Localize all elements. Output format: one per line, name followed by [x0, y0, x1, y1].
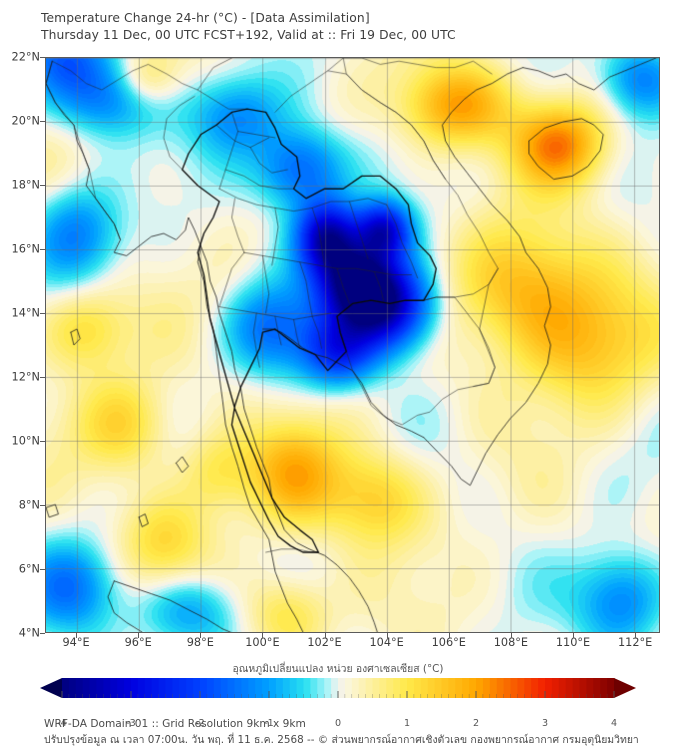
- colorbar-tick--3: -3: [126, 718, 136, 729]
- colorbar-tick-0: 0: [334, 718, 342, 729]
- y-axis-tick-6: 6°N: [18, 562, 40, 576]
- x-tick-mark: [573, 633, 575, 638]
- y-tick-mark: [40, 185, 45, 186]
- x-axis-tick-110: 110°E: [555, 636, 591, 649]
- x-tick-mark: [448, 633, 450, 638]
- colorbar-label: อุณหภูมิเปลี่ยนแปลง หน่วย องศาเซลเซียส (…: [232, 663, 444, 675]
- footer-domain-info: WRF-DA Domain 01 :: Grid Resolution 9km …: [44, 718, 306, 730]
- y-axis-tick-12: 12°N: [11, 370, 40, 384]
- colorbar-tick-1: 1: [403, 718, 411, 729]
- colorbar-gradient: -4 -3 -2 -1 0 1 2 3 4: [40, 678, 636, 729]
- y-axis-tick-4: 4°N: [18, 626, 40, 640]
- x-tick-mark: [510, 633, 512, 638]
- y-tick-mark: [40, 249, 45, 250]
- colorbar-svg: [40, 678, 636, 698]
- x-tick-mark: [138, 633, 140, 638]
- temperature-anomaly-field: [46, 58, 659, 632]
- y-tick-mark: [40, 633, 45, 634]
- y-tick-mark: [40, 569, 45, 570]
- chart-title-line-1: Temperature Change 24-hr (°C) - [Data As…: [41, 11, 370, 25]
- x-tick-mark: [200, 633, 202, 638]
- y-tick-mark: [40, 505, 45, 506]
- x-axis-tick-100: 100°E: [245, 636, 280, 649]
- y-tick-mark: [40, 57, 45, 58]
- colorbar-tick-2: 2: [472, 718, 480, 729]
- colorbar-tick-4: 4: [610, 718, 618, 729]
- x-axis-tick-108: 108°E: [493, 636, 529, 649]
- x-tick-mark: [635, 633, 637, 638]
- colorbar: อุณหภูมิเปลี่ยนแปลง หน่วย องศาเซลเซียส (…: [0, 660, 676, 729]
- x-axis-tick-112: 112°E: [617, 636, 653, 649]
- y-tick-mark: [40, 121, 45, 122]
- y-axis-tick-14: 14°N: [11, 306, 40, 320]
- colorbar-tick--1: -1: [264, 718, 274, 729]
- y-axis-tick-16: 16°N: [11, 242, 40, 256]
- y-tick-mark: [40, 377, 45, 378]
- x-axis-tick-104: 104°E: [369, 636, 404, 649]
- x-axis-tick-96: 96°E: [124, 636, 152, 649]
- title-block: Temperature Change 24-hr (°C) - [Data As…: [41, 10, 641, 44]
- footer-block: WRF-DA Domain 01 :: Grid Resolution 9km …: [44, 716, 664, 748]
- x-axis-tick-94: 94°E: [62, 636, 90, 649]
- y-axis-tick-20: 20°N: [11, 114, 40, 128]
- x-axis-tick-106: 106°E: [431, 636, 466, 649]
- y-tick-mark: [40, 441, 45, 442]
- x-tick-mark: [76, 633, 78, 638]
- x-tick-mark: [386, 633, 388, 638]
- colorbar-tick--4: -4: [57, 718, 67, 729]
- y-axis-tick-10: 10°N: [11, 434, 40, 448]
- y-axis-tick-18: 18°N: [11, 178, 40, 192]
- colorbar-tick--2: -2: [195, 718, 205, 729]
- footer-credit-thai: ปรับปรุงข้อมูล ณ เวลา 07:00น. วัน พฤ. ที…: [44, 734, 639, 746]
- y-tick-mark: [40, 313, 45, 314]
- x-axis-tick-98: 98°E: [186, 636, 214, 649]
- x-axis-tick-102: 102°E: [307, 636, 342, 649]
- x-tick-mark: [262, 633, 264, 638]
- colorbar-tick-3: 3: [541, 718, 549, 729]
- y-axis-tick-22: 22°N: [11, 50, 40, 64]
- x-tick-mark: [324, 633, 326, 638]
- y-axis-tick-8: 8°N: [18, 498, 40, 512]
- map-plot-area[interactable]: [45, 57, 660, 633]
- chart-title-line-2: Thursday 11 Dec, 00 UTC FCST+192, Valid …: [41, 28, 456, 42]
